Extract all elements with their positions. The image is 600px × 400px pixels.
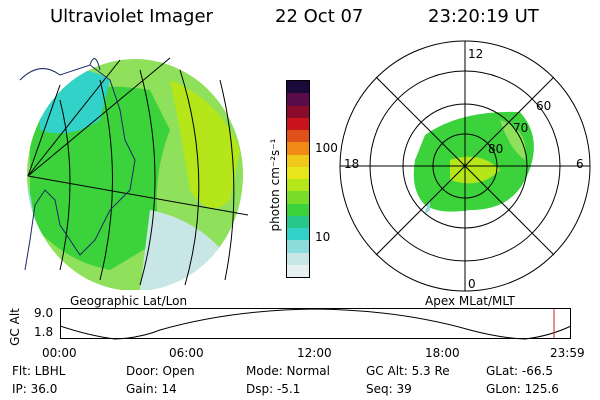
mlt-label-12: 12 xyxy=(468,47,483,61)
colorbar-swatch xyxy=(287,154,309,167)
status-glon: GLon: 125.6 xyxy=(486,382,559,396)
colorbar-swatch xyxy=(287,105,309,118)
map-grid xyxy=(27,57,249,286)
status-gcalt: GC Alt: 5.3 Re xyxy=(366,364,450,378)
colorbar-swatch xyxy=(287,264,309,277)
status-flt: Flt: LBHL xyxy=(12,364,66,378)
colorbar-gradient xyxy=(287,81,309,277)
colorbar xyxy=(286,80,310,278)
status-dsp: Dsp: -5.1 xyxy=(246,382,301,396)
xtick-1200: 12:00 xyxy=(297,346,332,360)
mlt-label-0: 0 xyxy=(468,277,476,291)
geographic-image xyxy=(19,57,249,290)
colorbar-swatch xyxy=(287,142,309,155)
right-panel-caption: Apex MLat/MLT xyxy=(425,294,515,308)
altitude-ytick-1: 1.8 xyxy=(34,325,54,339)
status-ip: IP: 36.0 xyxy=(12,382,58,396)
altitude-curve xyxy=(60,308,572,340)
left-panel-caption: Geographic Lat/Lon xyxy=(70,294,188,308)
lat-label-60: 60 xyxy=(536,99,551,113)
colorbar-swatch xyxy=(287,240,309,253)
xtick-0600: 06:00 xyxy=(169,346,204,360)
colorbar-label: photon cm⁻²s⁻¹ xyxy=(268,138,282,232)
status-gain: Gain: 14 xyxy=(126,382,177,396)
colorbar-swatch xyxy=(287,252,309,265)
date-label: 22 Oct 07 xyxy=(275,6,364,27)
status-mode: Mode: Normal xyxy=(246,364,330,378)
colorbar-swatch xyxy=(287,228,309,241)
time-label: 23:20:19 UT xyxy=(428,6,539,27)
colorbar-swatch xyxy=(287,191,309,204)
colorbar-tick-100: 100 xyxy=(315,141,338,155)
polar-plot: 12 18 6 0 60 70 80 xyxy=(339,40,591,292)
lat-label-70: 70 xyxy=(513,121,528,135)
colorbar-swatch xyxy=(287,203,309,216)
status-glat: GLat: -66.5 xyxy=(486,364,553,378)
status-door: Door: Open xyxy=(126,364,195,378)
altitude-ylabel: GC Alt xyxy=(8,308,22,346)
status-seq: Seq: 39 xyxy=(366,382,412,396)
colorbar-tick-10: 10 xyxy=(315,230,331,244)
mlt-label-18: 18 xyxy=(344,157,359,171)
altitude-plot xyxy=(60,308,572,340)
coastline xyxy=(19,64,136,271)
colorbar-swatch xyxy=(287,215,309,228)
lat-label-80: 80 xyxy=(488,142,503,156)
colorbar-swatch xyxy=(287,179,309,192)
colorbar-swatch xyxy=(287,166,309,179)
colorbar-swatch xyxy=(287,130,309,143)
colorbar-swatch xyxy=(287,81,309,94)
altitude-ytick-9: 9.0 xyxy=(34,306,54,320)
mlt-label-6: 6 xyxy=(576,157,584,171)
xtick-0000: 00:00 xyxy=(42,346,77,360)
instrument-title: Ultraviolet Imager xyxy=(50,6,213,27)
xtick-2359: 23:59 xyxy=(550,346,585,360)
xtick-1800: 18:00 xyxy=(425,346,460,360)
colorbar-swatch xyxy=(287,93,309,106)
colorbar-swatch xyxy=(287,117,309,130)
